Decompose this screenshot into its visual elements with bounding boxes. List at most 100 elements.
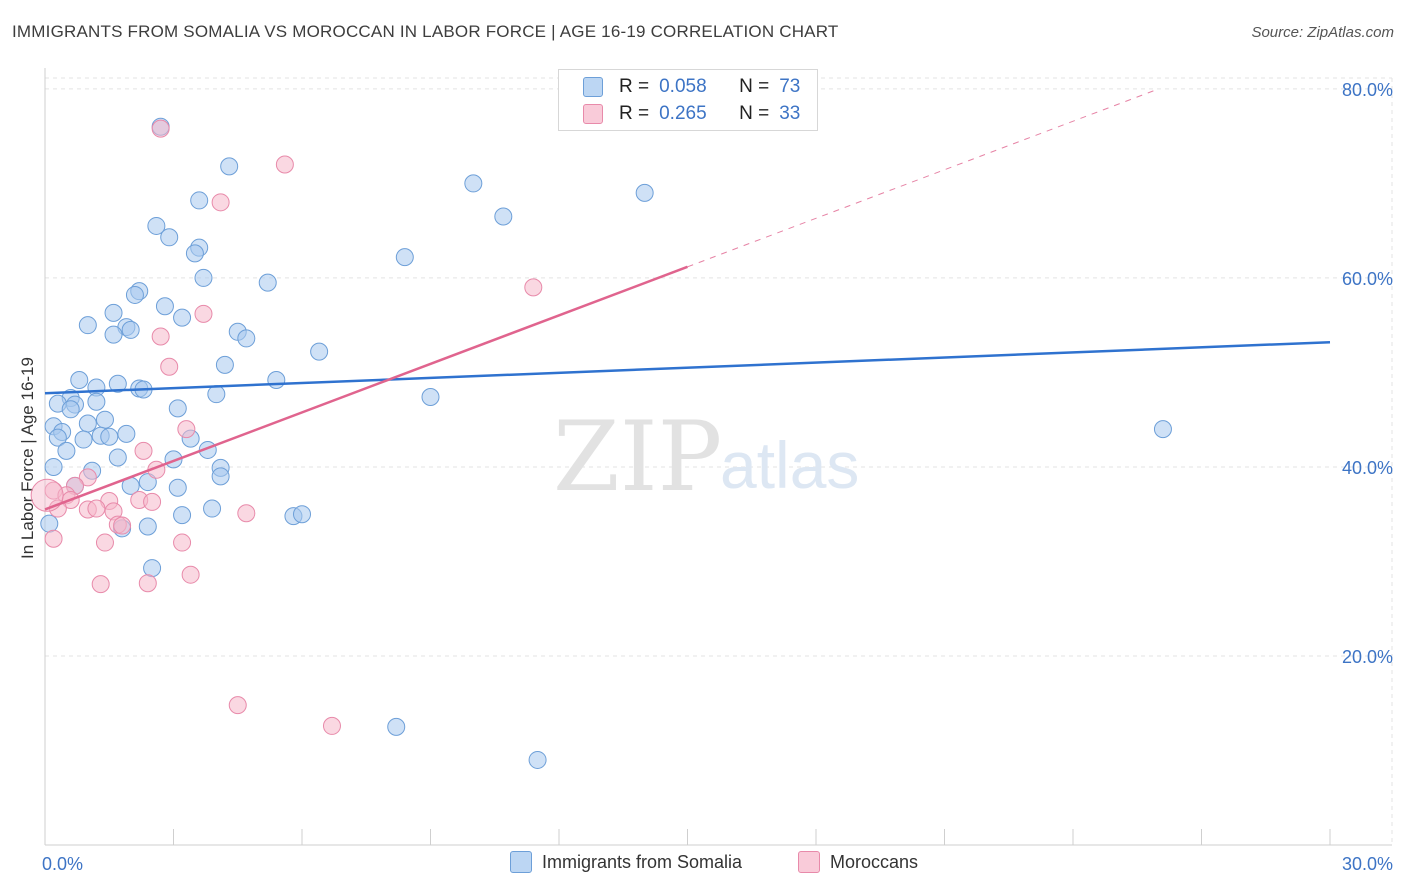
point-moroccans bbox=[87, 499, 106, 518]
point-moroccans bbox=[211, 193, 230, 212]
point-somalia bbox=[70, 371, 89, 389]
watermark: ZIP atlas bbox=[553, 401, 859, 513]
point-somalia bbox=[104, 325, 123, 344]
point-somalia bbox=[160, 228, 179, 247]
point-somalia bbox=[155, 297, 174, 316]
legend-swatch-somalia bbox=[583, 77, 603, 97]
legend-row-moroccans: R = 0.265 N = 33 bbox=[583, 102, 801, 126]
source-note: Source: ZipAtlas.com bbox=[1251, 24, 1394, 41]
point-moroccans bbox=[524, 278, 543, 297]
point-moroccans bbox=[237, 504, 256, 523]
point-moroccans bbox=[143, 492, 162, 511]
point-somalia bbox=[421, 388, 440, 407]
point-somalia bbox=[190, 191, 209, 210]
point-moroccans bbox=[177, 420, 196, 439]
point-somalia bbox=[395, 248, 414, 267]
legend-n-value: 73 bbox=[779, 76, 801, 97]
point-somalia bbox=[74, 430, 93, 449]
point-somalia bbox=[528, 750, 547, 769]
point-somalia bbox=[258, 273, 277, 292]
point-moroccans bbox=[322, 716, 341, 735]
point-moroccans bbox=[78, 468, 97, 487]
point-moroccans bbox=[181, 565, 200, 584]
legend-row-somalia: R = 0.058 N = 73 bbox=[583, 75, 801, 99]
point-somalia bbox=[185, 244, 204, 263]
point-moroccans bbox=[275, 155, 294, 174]
point-moroccans bbox=[173, 533, 192, 552]
axes bbox=[44, 68, 1392, 846]
legend-item-moroccans: Moroccans bbox=[798, 851, 918, 873]
legend-swatch-somalia bbox=[510, 851, 532, 873]
y-tick-label: 40.0% bbox=[1342, 458, 1393, 478]
point-moroccans bbox=[134, 441, 153, 460]
legend-r-value: 0.265 bbox=[659, 103, 707, 124]
legend-label-moroccans: Moroccans bbox=[830, 851, 919, 872]
point-somalia bbox=[635, 183, 654, 202]
point-moroccans bbox=[44, 529, 63, 548]
legend-label-somalia: Immigrants from Somalia bbox=[542, 851, 743, 872]
point-somalia bbox=[194, 268, 213, 287]
legend-n-label: N = bbox=[739, 76, 770, 97]
point-moroccans bbox=[194, 304, 213, 323]
point-somalia bbox=[310, 342, 329, 361]
point-somalia bbox=[125, 285, 144, 304]
point-somalia bbox=[78, 414, 97, 433]
x-tick-label: 0.0% bbox=[42, 854, 83, 874]
watermark-zip: ZIP bbox=[553, 401, 722, 513]
point-somalia bbox=[104, 303, 123, 322]
point-somalia bbox=[87, 392, 106, 411]
point-somalia bbox=[61, 400, 80, 419]
point-somalia bbox=[100, 427, 119, 446]
legend-n-value: 33 bbox=[779, 103, 801, 124]
point-moroccans bbox=[151, 119, 170, 138]
point-somalia bbox=[40, 514, 59, 533]
point-moroccans bbox=[113, 516, 132, 535]
point-somalia bbox=[494, 207, 513, 226]
legend-swatch-moroccans bbox=[583, 104, 603, 124]
point-somalia bbox=[237, 329, 256, 348]
tick-labels: 20.0% 40.0% 60.0% 80.0% 0.0% 30.0% bbox=[42, 80, 1393, 874]
point-somalia bbox=[1153, 420, 1172, 439]
chart-title: IMMIGRANTS FROM SOMALIA VS MOROCCAN IN L… bbox=[12, 22, 839, 41]
point-moroccans bbox=[160, 357, 179, 376]
trend-line-somalia bbox=[44, 340, 1331, 395]
legend-r-label: R = bbox=[619, 76, 650, 97]
point-moroccans bbox=[151, 327, 170, 346]
point-somalia bbox=[387, 717, 406, 736]
point-moroccans-cluster bbox=[30, 478, 64, 512]
point-somalia bbox=[138, 473, 157, 492]
watermark-atlas: atlas bbox=[720, 428, 859, 502]
legend-swatch-moroccans bbox=[798, 851, 820, 873]
point-somalia bbox=[57, 441, 76, 460]
point-somalia bbox=[207, 385, 226, 404]
point-somalia bbox=[173, 308, 192, 327]
point-somalia bbox=[168, 478, 187, 497]
legend-item-somalia: Immigrants from Somalia bbox=[510, 851, 742, 873]
point-somalia bbox=[293, 505, 311, 524]
point-somalia bbox=[215, 355, 234, 374]
point-somalia bbox=[267, 371, 286, 389]
y-tick-label: 80.0% bbox=[1342, 80, 1393, 100]
point-moroccans bbox=[91, 575, 110, 594]
point-moroccans bbox=[138, 574, 157, 593]
legend-n-label: N = bbox=[739, 103, 770, 124]
y-tick-label: 20.0% bbox=[1342, 647, 1393, 667]
y-tick-label: 60.0% bbox=[1342, 269, 1393, 289]
point-somalia bbox=[211, 467, 230, 486]
point-somalia bbox=[147, 216, 166, 235]
point-somalia bbox=[464, 174, 483, 193]
point-somalia bbox=[117, 424, 136, 443]
point-somalia bbox=[220, 157, 239, 176]
point-somalia bbox=[108, 448, 127, 467]
point-somalia bbox=[203, 499, 222, 518]
x-tick-label: 30.0% bbox=[1342, 854, 1393, 874]
point-somalia bbox=[44, 457, 63, 476]
point-moroccans bbox=[95, 533, 114, 552]
trend-line-moroccans bbox=[44, 265, 688, 511]
trend-lines bbox=[44, 88, 1331, 511]
point-somalia bbox=[78, 316, 97, 335]
point-somalia bbox=[95, 410, 114, 429]
point-moroccans bbox=[228, 696, 247, 715]
point-somalia bbox=[108, 374, 127, 393]
